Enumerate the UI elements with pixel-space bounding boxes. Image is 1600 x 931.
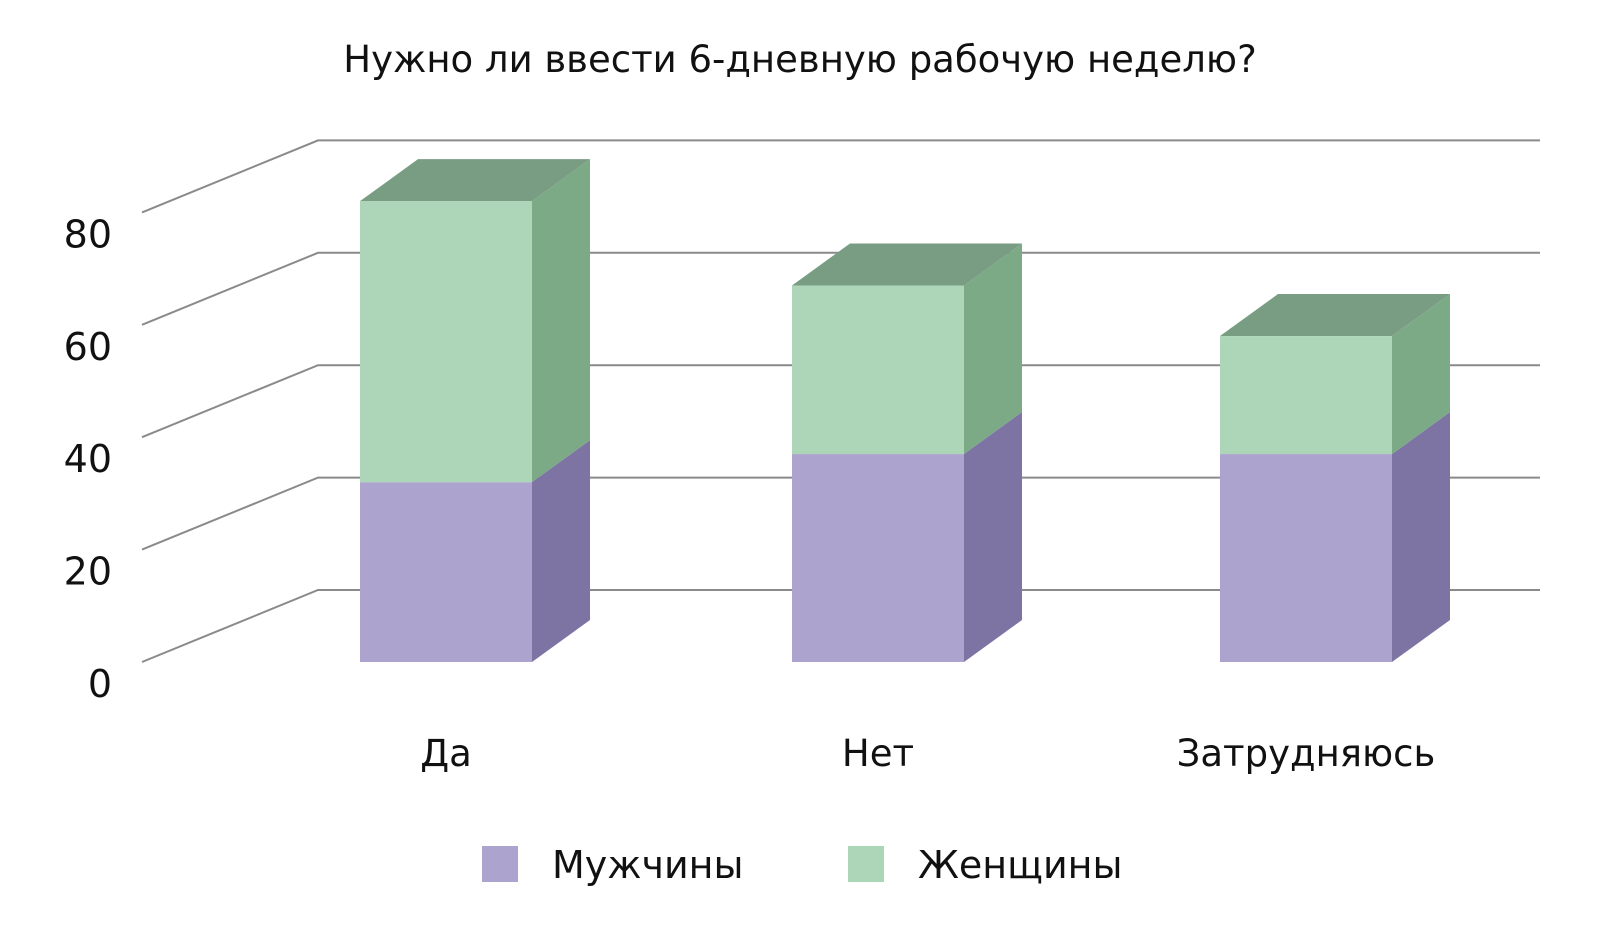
- bar-front: [1220, 454, 1392, 662]
- bar-side: [532, 159, 590, 483]
- bar-side: [1392, 294, 1450, 455]
- bar-top: [792, 243, 1022, 286]
- y-tick-label: 60: [64, 325, 112, 369]
- bar-top: [360, 159, 590, 202]
- gridline: [141, 251, 1540, 326]
- x-category-label: Затрудняюсь: [1177, 732, 1436, 775]
- bar-side: [532, 440, 590, 662]
- legend-label: Женщины: [918, 843, 1123, 887]
- gridline: [141, 139, 1540, 214]
- y-tick-label: 0: [88, 662, 112, 706]
- bar-front: [360, 201, 532, 483]
- legend-label: Мужчины: [552, 843, 744, 887]
- x-category-label: Нет: [842, 732, 914, 775]
- gridline: [141, 476, 1540, 551]
- bar-side: [1392, 412, 1450, 662]
- gridline: [141, 589, 1540, 663]
- y-axis-ticks: 0 20 40 60 80: [64, 212, 112, 706]
- bar-front: [360, 482, 532, 662]
- gridline: [141, 364, 1540, 439]
- bar-front: [1220, 336, 1392, 455]
- y-tick-label: 40: [64, 437, 112, 481]
- bars: [360, 159, 1450, 662]
- bar-side: [964, 412, 1022, 662]
- y-tick-label: 20: [64, 550, 112, 594]
- bar-front: [792, 454, 964, 662]
- y-tick-label: 80: [64, 212, 112, 256]
- gridlines: [141, 139, 1540, 663]
- x-category-label: Да: [420, 732, 472, 775]
- legend-swatch: [482, 846, 518, 882]
- legend: Мужчины Женщины: [482, 843, 1123, 887]
- bar-top: [1220, 294, 1450, 337]
- legend-swatch: [848, 846, 884, 882]
- bar-front: [792, 285, 964, 455]
- x-axis-categories: Да Нет Затрудняюсь: [420, 732, 1435, 775]
- chart-title: Нужно ли ввести 6-дневную рабочую неделю…: [343, 38, 1256, 81]
- bar-side: [964, 243, 1022, 455]
